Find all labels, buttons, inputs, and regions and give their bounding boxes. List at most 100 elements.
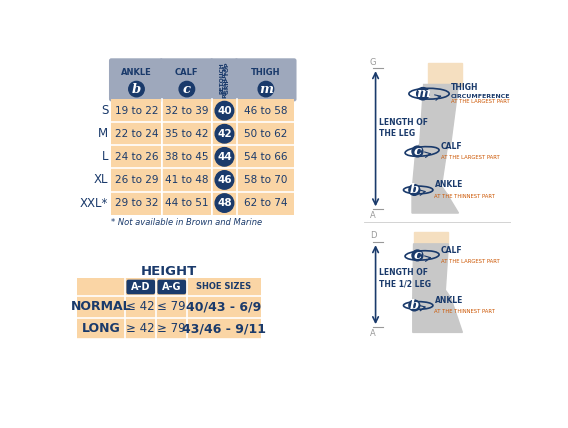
Text: 44: 44 bbox=[217, 152, 232, 162]
Text: LONG: LONG bbox=[82, 322, 120, 335]
Bar bbox=[212, 145, 294, 168]
Bar bbox=[212, 122, 294, 145]
Text: c: c bbox=[414, 249, 421, 262]
Text: L: L bbox=[102, 150, 108, 163]
FancyBboxPatch shape bbox=[109, 58, 163, 101]
Text: 54 to 66: 54 to 66 bbox=[244, 152, 287, 162]
Text: ≤ 79: ≤ 79 bbox=[157, 300, 186, 313]
Text: RETOUCH
GRIP TOP: RETOUCH GRIP TOP bbox=[219, 62, 230, 94]
Text: A: A bbox=[370, 211, 376, 220]
Circle shape bbox=[215, 171, 234, 189]
Polygon shape bbox=[414, 232, 448, 245]
Bar bbox=[162, 122, 211, 145]
Text: 40: 40 bbox=[217, 106, 232, 116]
Text: 29 to 32: 29 to 32 bbox=[115, 198, 158, 208]
Circle shape bbox=[417, 88, 429, 100]
Text: 19 to 22: 19 to 22 bbox=[115, 106, 158, 116]
Bar bbox=[77, 278, 261, 339]
Text: XL: XL bbox=[94, 173, 108, 187]
Bar bbox=[162, 191, 211, 214]
Text: AT THE LARGEST PART: AT THE LARGEST PART bbox=[441, 155, 499, 160]
Text: SHOE SIZES: SHOE SIZES bbox=[197, 282, 252, 291]
Polygon shape bbox=[412, 84, 458, 198]
Text: 42: 42 bbox=[217, 129, 232, 139]
Text: b: b bbox=[132, 83, 141, 95]
Text: CALF: CALF bbox=[441, 142, 462, 151]
Text: AT THE THINNEST PART: AT THE THINNEST PART bbox=[435, 194, 495, 199]
Text: HEIGHT: HEIGHT bbox=[141, 265, 197, 279]
Circle shape bbox=[215, 101, 234, 120]
Text: A: A bbox=[370, 329, 376, 338]
Text: RETOUCH: RETOUCH bbox=[222, 65, 227, 98]
Text: * Not available in Brown and Marine: * Not available in Brown and Marine bbox=[111, 218, 262, 227]
Text: A-G: A-G bbox=[162, 282, 182, 292]
Text: 32 to 39: 32 to 39 bbox=[165, 106, 208, 116]
Text: 26 to 29: 26 to 29 bbox=[115, 175, 158, 185]
Circle shape bbox=[129, 81, 144, 97]
FancyBboxPatch shape bbox=[127, 279, 155, 294]
Text: ≥ 42: ≥ 42 bbox=[127, 322, 155, 335]
Circle shape bbox=[412, 250, 423, 261]
Text: 22 to 24: 22 to 24 bbox=[115, 129, 158, 139]
Text: ANKLE: ANKLE bbox=[121, 68, 152, 77]
Text: ≤ 42: ≤ 42 bbox=[127, 300, 155, 313]
Text: NORMAL: NORMAL bbox=[71, 300, 132, 313]
Bar bbox=[111, 168, 161, 191]
Bar bbox=[162, 99, 211, 122]
Text: 58 to 70: 58 to 70 bbox=[244, 175, 287, 185]
FancyBboxPatch shape bbox=[160, 58, 214, 101]
Polygon shape bbox=[413, 298, 462, 333]
Circle shape bbox=[215, 148, 234, 166]
Text: ANKLE: ANKLE bbox=[435, 180, 463, 189]
Text: AT THE LARGEST PART: AT THE LARGEST PART bbox=[441, 259, 499, 264]
Text: THIGH: THIGH bbox=[451, 83, 478, 92]
Text: CIRCUMFERENCE: CIRCUMFERENCE bbox=[451, 95, 510, 99]
Text: ≥ 79: ≥ 79 bbox=[157, 322, 186, 335]
Bar bbox=[162, 168, 211, 191]
Circle shape bbox=[258, 81, 274, 97]
FancyBboxPatch shape bbox=[157, 279, 186, 294]
Text: 44 to 51: 44 to 51 bbox=[165, 198, 208, 208]
Circle shape bbox=[215, 194, 234, 212]
Text: 41 to 48: 41 to 48 bbox=[165, 175, 208, 185]
Polygon shape bbox=[428, 63, 462, 86]
Text: CALF: CALF bbox=[441, 246, 462, 255]
Bar bbox=[212, 191, 294, 214]
Text: c: c bbox=[183, 83, 191, 95]
Text: 48: 48 bbox=[217, 198, 232, 208]
Text: 46 to 58: 46 to 58 bbox=[244, 106, 287, 116]
Text: c: c bbox=[414, 145, 421, 158]
Text: 46: 46 bbox=[217, 175, 232, 185]
Text: b: b bbox=[410, 184, 419, 196]
Bar bbox=[212, 168, 294, 191]
Text: D: D bbox=[370, 231, 377, 240]
Text: 40/43 - 6/9: 40/43 - 6/9 bbox=[186, 300, 262, 313]
Text: m: m bbox=[259, 83, 273, 95]
Polygon shape bbox=[412, 192, 458, 213]
Bar bbox=[212, 99, 294, 122]
Text: AT THE LARGEST PART: AT THE LARGEST PART bbox=[451, 99, 509, 104]
Bar bbox=[111, 122, 161, 145]
Text: 35 to 42: 35 to 42 bbox=[165, 129, 208, 139]
Bar bbox=[111, 145, 161, 168]
Text: m: m bbox=[416, 87, 430, 100]
Circle shape bbox=[215, 125, 234, 143]
Text: LENGTH OF
THE 1/2 LEG: LENGTH OF THE 1/2 LEG bbox=[379, 268, 432, 288]
Bar bbox=[162, 145, 211, 168]
Bar bbox=[111, 191, 161, 214]
FancyBboxPatch shape bbox=[210, 58, 239, 101]
Text: 24 to 26: 24 to 26 bbox=[115, 152, 158, 162]
Text: b: b bbox=[410, 299, 419, 312]
Circle shape bbox=[409, 300, 420, 311]
Text: THIGH: THIGH bbox=[251, 68, 281, 77]
Text: A-D: A-D bbox=[131, 282, 151, 292]
Text: M: M bbox=[98, 127, 108, 140]
Circle shape bbox=[409, 184, 420, 195]
Text: 62 to 74: 62 to 74 bbox=[244, 198, 287, 208]
Circle shape bbox=[179, 81, 195, 97]
Text: AT THE THINNEST PART: AT THE THINNEST PART bbox=[435, 309, 495, 314]
Text: G: G bbox=[370, 58, 377, 67]
Text: XXL*: XXL* bbox=[80, 196, 108, 210]
Text: CALF: CALF bbox=[175, 68, 199, 77]
Text: S: S bbox=[101, 104, 108, 117]
